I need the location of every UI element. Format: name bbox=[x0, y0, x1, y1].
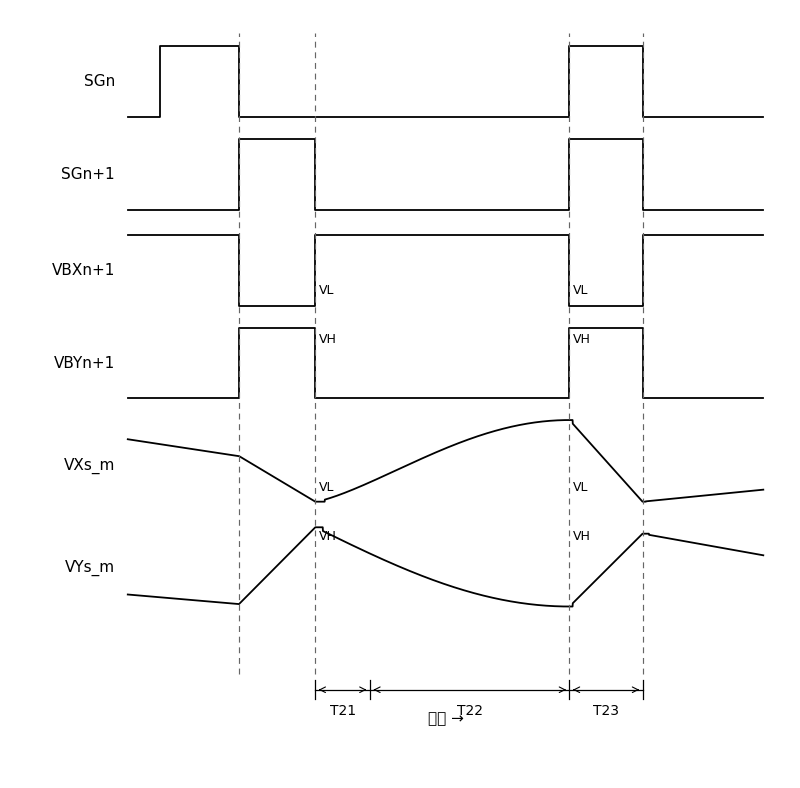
Text: VYs_m: VYs_m bbox=[65, 560, 115, 576]
Text: SGn: SGn bbox=[84, 74, 115, 89]
Text: VL: VL bbox=[573, 284, 588, 297]
Text: VBXn+1: VBXn+1 bbox=[52, 263, 115, 278]
Text: VBYn+1: VBYn+1 bbox=[54, 355, 115, 370]
Text: VH: VH bbox=[318, 333, 336, 346]
Text: SGn+1: SGn+1 bbox=[62, 167, 115, 182]
Text: VXs_m: VXs_m bbox=[64, 458, 115, 474]
Text: VL: VL bbox=[318, 481, 334, 494]
Text: VL: VL bbox=[318, 284, 334, 297]
Text: VH: VH bbox=[573, 333, 590, 346]
Text: T21: T21 bbox=[330, 704, 356, 718]
Text: 时间 →: 时间 → bbox=[427, 711, 463, 726]
Text: VH: VH bbox=[318, 530, 336, 544]
Text: VH: VH bbox=[573, 530, 590, 544]
Text: T23: T23 bbox=[593, 704, 619, 718]
Text: VL: VL bbox=[573, 481, 588, 494]
Text: T22: T22 bbox=[457, 704, 482, 718]
